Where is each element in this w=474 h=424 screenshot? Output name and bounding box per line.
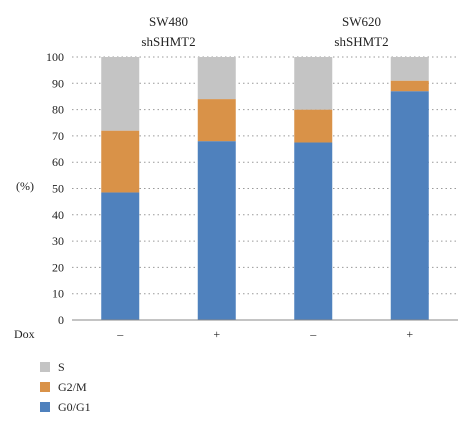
x-tick-label: + <box>406 327 413 341</box>
bar-segment-g2-m <box>197 99 236 142</box>
legend-label: S <box>58 360 65 374</box>
y-axis-ticks: 0 10 20 30 40 50 60 70 80 90 100 <box>46 50 64 327</box>
y-tick-label: 10 <box>52 287 64 301</box>
x-tick-label: + <box>213 327 220 341</box>
y-tick-label: 50 <box>52 182 64 196</box>
bar-segment-s <box>390 57 429 81</box>
x-axis-label: Dox <box>14 327 35 341</box>
bar-segment-g0-g1 <box>197 141 236 320</box>
y-tick-label: 90 <box>52 76 64 90</box>
x-tick-label: – <box>116 327 124 341</box>
bar-segment-g2-m <box>294 109 333 143</box>
x-tick-label: – <box>309 327 317 341</box>
y-tick-label: 0 <box>58 313 64 327</box>
legend-label: G0/G1 <box>58 400 91 414</box>
bar-segment-s <box>197 57 236 100</box>
bar-segment-g0-g1 <box>294 142 333 320</box>
group-labels: SW480 shSHMT2 SW620 shSHMT2 <box>141 14 388 49</box>
y-tick-label: 80 <box>52 103 64 117</box>
y-axis-label: (%) <box>16 179 34 193</box>
y-tick-label: 70 <box>52 129 64 143</box>
legend-swatch <box>40 382 50 392</box>
legend-swatch <box>40 402 50 412</box>
legend-swatch <box>40 362 50 372</box>
y-tick-label: 30 <box>52 234 64 248</box>
legend: S G2/M G0/G1 <box>40 360 91 414</box>
bar-segment-s <box>101 57 140 131</box>
y-tick-label: 60 <box>52 155 64 169</box>
bar-segment-s <box>294 57 333 110</box>
y-tick-label: 20 <box>52 260 64 274</box>
y-tick-label: 100 <box>46 50 64 64</box>
y-tick-label: 40 <box>52 208 64 222</box>
bar-segment-g0-g1 <box>390 91 429 320</box>
bars <box>101 57 429 320</box>
x-axis-ticks: – + – + <box>116 327 413 341</box>
bar-segment-g0-g1 <box>101 192 140 320</box>
legend-label: G2/M <box>58 380 87 394</box>
group-label-construct: shSHMT2 <box>141 34 195 49</box>
bar-segment-g2-m <box>390 80 429 92</box>
group-label-construct: shSHMT2 <box>334 34 388 49</box>
group-label-cell-line: SW480 <box>149 14 188 29</box>
group-label-cell-line: SW620 <box>342 14 381 29</box>
bar-segment-g2-m <box>101 130 140 193</box>
